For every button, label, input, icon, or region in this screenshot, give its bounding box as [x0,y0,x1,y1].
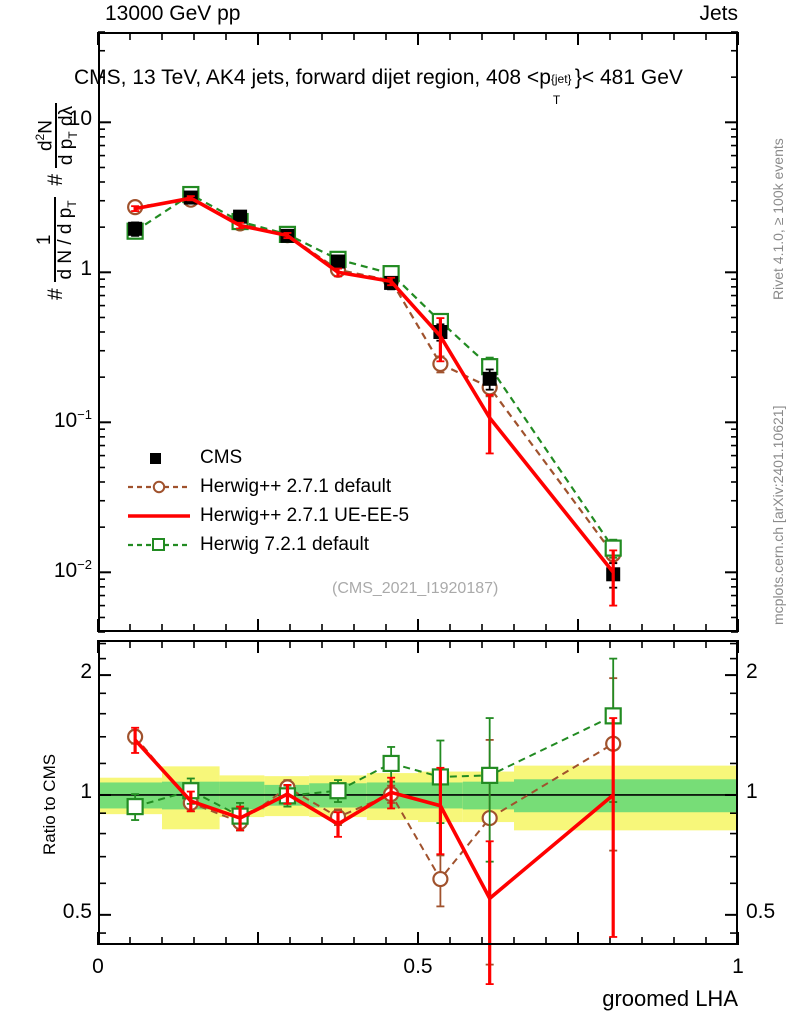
plot-title-main: CMS, 13 TeV, AK4 jets, forward dijet reg… [74,66,551,89]
x-tick-0: 0 [92,955,104,978]
plot-title: CMS, 13 TeV, AK4 jets, forward dijet reg… [74,66,683,107]
y-tick-main-3: 10−2 [53,557,92,583]
legend-key-herwigpp-ueee5 [128,506,190,526]
legend-key-herwigpp-default [128,477,190,497]
y-tick-main-1: 1 [80,257,92,281]
x-tick-1: 0.5 [403,955,433,978]
analysis-id-watermark: (CMS_2021_I1920187) [332,580,499,597]
y-tick-ratio-right-1: 1 [746,779,758,803]
y-tick-ratio-left-2: 0.5 [62,899,92,923]
y-axis-label-ratio: Ratio to CMS [40,753,59,855]
legend-label-herwigpp-default: Herwig++ 2.7.1 default [200,475,392,497]
y-tick-main-0: 10 [68,107,92,131]
legend-key-cms [128,448,190,468]
rivet-version-tag: Rivet 4.1.0, ≥ 100k events [770,138,786,300]
legend-item-3[interactable]: Herwig 7.2.1 default [128,530,409,559]
legend-label-herwigpp-ueee5: Herwig++ 2.7.1 UE-EE-5 [200,504,410,526]
legend-item-1[interactable]: Herwig++ 2.7.1 default [128,472,409,501]
legend-item-0[interactable]: CMS [128,443,409,472]
legend-item-2[interactable]: Herwig++ 2.7.1 UE-EE-5 [128,501,409,530]
ratio-panel-frame [98,640,738,945]
legend-label-cms: CMS [200,446,243,468]
legend-label-herwig721: Herwig 7.2.1 default [200,533,369,555]
x-axis-label: groomed LHA [602,986,738,1011]
legend: CMS Herwig++ 2.7.1 default Herwig++ 2.7.… [128,443,409,559]
plot-title-tail: }< 481 GeV [574,66,683,89]
plot-title-superscript: {jet} [550,72,572,86]
legend-key-herwig721 [128,535,190,555]
y-tick-ratio-right-2: 0.5 [746,899,776,923]
y-tick-ratio-right-0: 2 [746,660,758,684]
y-tick-main-2: 10−1 [53,407,92,433]
main-panel-frame [98,32,738,632]
header-analysis-label: Jets [699,2,738,25]
x-tick-2: 1 [732,955,744,978]
mcplots-source-tag: mcplots.cern.ch [arXiv:2401.10621] [770,405,786,625]
y-tick-ratio-left-1: 1 [80,779,92,803]
header-beam-label: 13000 GeV pp [105,2,241,25]
plot-title-subscript: T [552,93,561,107]
y-tick-ratio-left-0: 2 [80,660,92,684]
